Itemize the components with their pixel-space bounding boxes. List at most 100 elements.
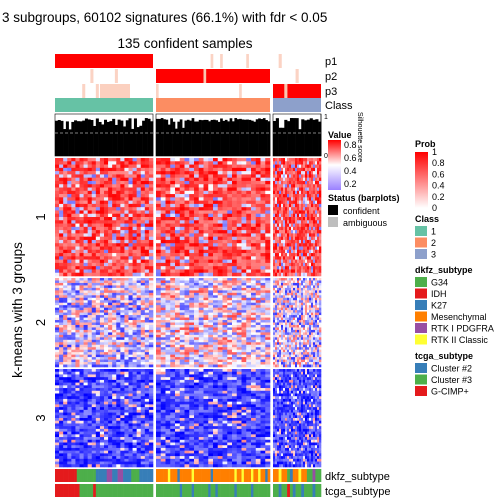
heatmap-cell	[277, 295, 280, 299]
heatmap-cell	[148, 174, 154, 178]
heatmap-cell	[120, 230, 125, 234]
heatmap-cell	[156, 177, 162, 182]
tcga-subtype-cell	[205, 484, 209, 497]
heatmap-cell	[136, 259, 142, 264]
heatmap-cell	[128, 310, 133, 313]
heatmap-cell	[260, 161, 266, 165]
heatmap-cell	[208, 364, 214, 368]
heatmap-cell	[189, 339, 195, 343]
heatmap-cell	[75, 287, 80, 291]
heatmap-cell	[148, 300, 154, 304]
heatmap-cell	[144, 320, 150, 323]
heatmap-cell	[83, 290, 88, 294]
heatmap-cell	[255, 344, 261, 348]
heatmap-cell	[83, 282, 88, 286]
heatmap-cell	[112, 194, 117, 198]
heatmap-cell	[124, 174, 129, 178]
heatmap-cell	[203, 246, 209, 251]
heatmap-cell	[148, 305, 154, 308]
heatmap-cell	[140, 337, 146, 341]
heatmap-cell	[241, 324, 247, 328]
heatmap-cell	[165, 354, 171, 358]
heatmap-cell	[198, 210, 204, 215]
heatmap-cell	[136, 329, 142, 333]
heatmap-cell	[208, 339, 214, 343]
heatmap-cell	[277, 243, 280, 247]
heatmap-cell	[273, 295, 276, 299]
heatmap-cell	[222, 194, 228, 198]
heatmap-cell	[277, 233, 280, 237]
heatmap-cell	[313, 210, 316, 215]
heatmap-cell	[227, 285, 233, 289]
heatmap-cell	[317, 290, 320, 294]
heatmap-cell	[160, 187, 166, 192]
heatmap-cell	[301, 310, 304, 313]
heatmap-cell	[179, 287, 185, 291]
heatmap-cell	[241, 287, 247, 291]
heatmap-cell	[165, 362, 171, 365]
heatmap-cell	[255, 285, 261, 289]
heatmap-cell	[246, 362, 252, 365]
heatmap-cell	[279, 305, 282, 308]
heatmap-cell	[289, 194, 292, 198]
heatmap-cell	[241, 239, 247, 244]
heatmap-cell	[170, 174, 176, 178]
heatmap-cell	[246, 359, 252, 363]
heatmap-cell	[246, 320, 252, 323]
heatmap-cell	[305, 239, 308, 244]
heatmap-cell	[299, 210, 302, 215]
heatmap-cell	[319, 184, 322, 188]
heatmap-cell	[67, 262, 72, 267]
heatmap-cell	[179, 269, 185, 274]
heatmap-cell	[217, 184, 223, 188]
heatmap-cell	[128, 295, 133, 299]
heatmap-cell	[67, 290, 72, 294]
heatmap-cell	[156, 292, 162, 296]
heatmap-cell	[79, 226, 84, 231]
heatmap-cell	[124, 259, 129, 264]
heatmap-cell	[160, 243, 166, 247]
heatmap-cell	[144, 256, 150, 260]
heatmap-cell	[217, 171, 223, 175]
heatmap-cell	[289, 292, 292, 296]
heatmap-cell	[104, 317, 109, 321]
heatmap-cell	[299, 285, 302, 289]
heatmap-cell	[305, 210, 308, 215]
heatmap-cell	[281, 297, 284, 301]
heatmap-cell	[124, 352, 129, 355]
heatmap-cell	[283, 297, 286, 301]
heatmap-cell	[170, 259, 176, 264]
heatmap-cell	[208, 307, 214, 311]
heatmap-cell	[198, 327, 204, 331]
heatmap-cell	[309, 190, 312, 195]
heatmap-cell	[203, 320, 209, 323]
heatmap-cell	[104, 171, 109, 175]
heatmap-cell	[232, 280, 238, 284]
heatmap-cell	[75, 180, 80, 185]
heatmap-cell	[116, 177, 121, 182]
heatmap-cell	[95, 297, 101, 301]
heatmap-cell	[222, 177, 228, 182]
heatmap-cell	[198, 226, 204, 231]
heatmap-cell	[91, 320, 97, 323]
heatmap-cell	[227, 190, 233, 195]
heatmap-cell	[175, 300, 181, 304]
dkfz-subtype-cell	[147, 469, 151, 482]
heatmap-cell	[175, 187, 181, 192]
heatmap-cell	[179, 243, 185, 247]
heatmap-cell	[144, 339, 150, 343]
heatmap-cell	[165, 297, 171, 301]
heatmap-cell	[71, 256, 76, 260]
heatmap-cell	[189, 226, 195, 231]
heatmap-cell	[108, 344, 113, 348]
heatmap-cell	[260, 285, 266, 289]
heatmap-cell	[307, 197, 310, 201]
heatmap-cell	[148, 290, 154, 294]
heatmap-cell	[287, 207, 290, 211]
heatmap-cell	[297, 217, 300, 221]
heatmap-cell	[120, 297, 125, 301]
heatmap-cell	[179, 194, 185, 198]
heatmap-cell	[128, 249, 133, 254]
heatmap-cell	[293, 171, 296, 175]
heatmap-cell	[236, 312, 242, 316]
